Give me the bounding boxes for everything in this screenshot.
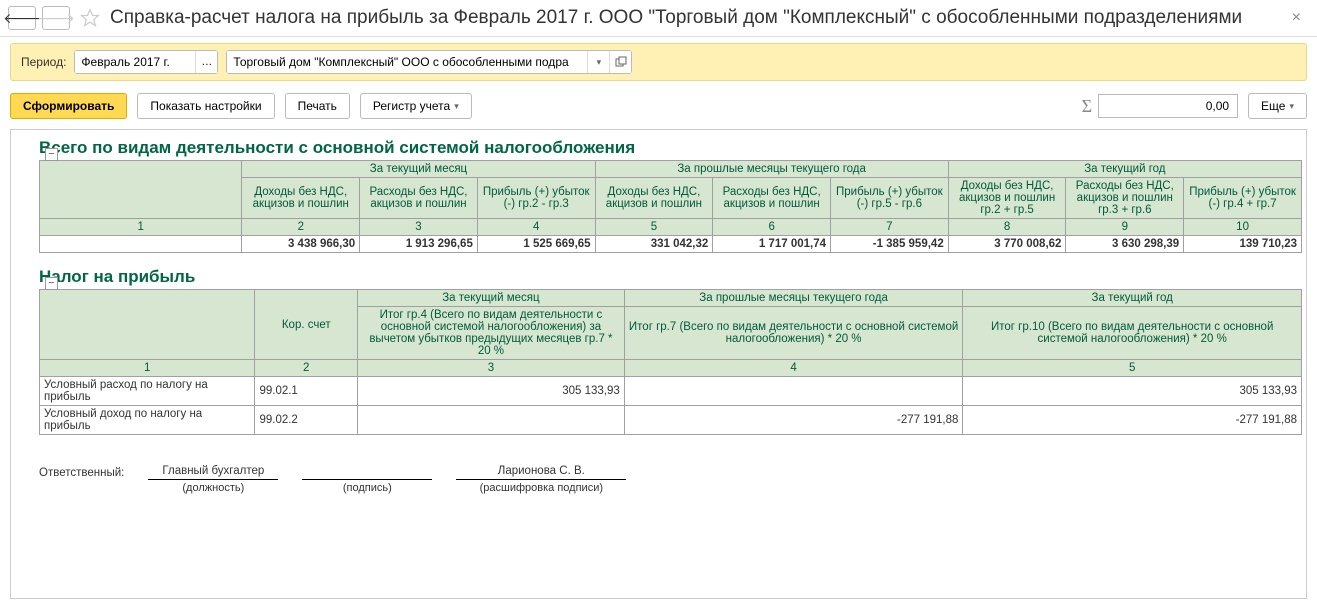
- period-label: Период:: [21, 55, 66, 69]
- register-button[interactable]: Регистр учета ▾: [360, 93, 472, 119]
- section2-title: Налог на прибыль: [39, 267, 1302, 287]
- th-g1: За текущий месяц: [358, 290, 625, 307]
- colnum: 2: [255, 360, 358, 377]
- back-button[interactable]: 🡐: [8, 6, 36, 30]
- colnum: 9: [1066, 219, 1184, 236]
- th-sub2: Итог гр.7 (Всего по видам деятельности с…: [624, 307, 963, 360]
- th-col-6: Расходы без НДС, акцизов и пошлин: [713, 178, 831, 219]
- colnum: 4: [624, 360, 963, 377]
- cell: 1 717 001,74: [713, 236, 831, 253]
- more-button[interactable]: Еще ▾: [1248, 93, 1307, 119]
- signature-row: Ответственный: Главный бухгалтер (должно…: [39, 465, 1302, 494]
- generate-button[interactable]: Сформировать: [10, 93, 127, 119]
- period-field: …: [74, 50, 218, 74]
- table-row: Условный расход по налогу на прибыль99.0…: [40, 377, 1302, 406]
- print-button[interactable]: Печать: [285, 93, 350, 119]
- th-blank: [40, 161, 242, 219]
- th-group-prev: За прошлые месяцы текущего года: [595, 161, 948, 178]
- section1-title: Всего по видам деятельности с основной с…: [39, 138, 1302, 158]
- sign-signature: (подпись): [302, 465, 432, 494]
- colnum: 1: [40, 219, 242, 236]
- page-title: Справка-расчет налога на прибыль за Февр…: [110, 7, 1278, 29]
- colnum: 5: [963, 360, 1302, 377]
- close-button[interactable]: ×: [1284, 9, 1309, 27]
- colnum: 8: [948, 219, 1066, 236]
- collapse-toggle[interactable]: −: [45, 148, 58, 161]
- cell: 139 710,23: [1184, 236, 1302, 253]
- colnum: 10: [1184, 219, 1302, 236]
- period-picker-button[interactable]: …: [195, 51, 217, 73]
- th-acc: Кор. счет: [255, 290, 358, 360]
- th-col-2: Доходы без НДС, акцизов и пошлин: [242, 178, 360, 219]
- cell: 3 438 966,30: [242, 236, 360, 253]
- table-row: Условный доход по налогу на прибыль99.02…: [40, 406, 1302, 435]
- th-sub3: Итог гр.10 (Всего по видам деятельности …: [963, 307, 1302, 360]
- colnum: 2: [242, 219, 360, 236]
- org-field: ▾: [226, 50, 632, 74]
- cell: 1 525 669,65: [477, 236, 595, 253]
- sigma-icon: Σ: [1082, 96, 1092, 117]
- colnum: 4: [477, 219, 595, 236]
- toolbar: Сформировать Показать настройки Печать Р…: [0, 87, 1317, 125]
- th-col-5: Доходы без НДС, акцизов и пошлин: [595, 178, 713, 219]
- register-label: Регистр учета: [373, 99, 450, 113]
- cell: 3 770 008,62: [948, 236, 1066, 253]
- cell: 1 913 296,65: [360, 236, 478, 253]
- org-dropdown-button[interactable]: ▾: [587, 51, 609, 73]
- colnum: 1: [40, 360, 255, 377]
- th-g2: За прошлые месяцы текущего года: [624, 290, 963, 307]
- th-col-10: Прибыль (+) убыток (-) гр.4 + гр.7: [1184, 178, 1302, 219]
- th-col-9: Расходы без НДС, акцизов и пошлин гр.3 +…: [1066, 178, 1184, 219]
- cell: 331 042,32: [595, 236, 713, 253]
- window-header: 🡐 🡒 Справка-расчет налога на прибыль за …: [0, 0, 1317, 37]
- th-group-year: За текущий год: [948, 161, 1301, 178]
- cell: -1 385 959,42: [831, 236, 949, 253]
- org-open-button[interactable]: [609, 51, 631, 73]
- colnum: 7: [831, 219, 949, 236]
- show-settings-button[interactable]: Показать настройки: [137, 93, 274, 119]
- colnum: 5: [595, 219, 713, 236]
- th-g3: За текущий год: [963, 290, 1302, 307]
- cell: 3 630 298,39: [1066, 236, 1184, 253]
- period-input[interactable]: [75, 51, 195, 73]
- open-external-icon: [615, 56, 627, 68]
- th-group-month: За текущий месяц: [242, 161, 595, 178]
- section2-table: Кор. счет За текущий месяц За прошлые ме…: [39, 289, 1302, 435]
- sum-field[interactable]: [1098, 94, 1238, 118]
- forward-button[interactable]: 🡒: [42, 6, 70, 30]
- sign-name: Ларионова С. В. (расшифровка подписи): [456, 465, 626, 494]
- colnum: 3: [360, 219, 478, 236]
- report-area[interactable]: − Всего по видам деятельности с основной…: [10, 129, 1307, 599]
- th-col-7: Прибыль (+) убыток (-) гр.5 - гр.6: [831, 178, 949, 219]
- collapse-toggle[interactable]: −: [45, 277, 58, 290]
- th-col-8: Доходы без НДС, акцизов и пошлин гр.2 + …: [948, 178, 1066, 219]
- th-sub1: Итог гр.4 (Всего по видам деятельности с…: [358, 307, 625, 360]
- org-input[interactable]: [227, 51, 587, 73]
- colnum: 3: [358, 360, 625, 377]
- sign-position: Главный бухгалтер (должность): [148, 465, 278, 494]
- section1-table: За текущий месяц За прошлые месяцы текущ…: [39, 160, 1302, 253]
- favorite-star-icon[interactable]: [80, 8, 100, 28]
- parameters-bar: Период: … ▾: [10, 43, 1307, 81]
- colnum: 6: [713, 219, 831, 236]
- resp-label: Ответственный:: [39, 465, 124, 479]
- chevron-down-icon: ▾: [1289, 101, 1294, 112]
- chevron-down-icon: ▾: [454, 101, 459, 112]
- th-col-4: Прибыль (+) убыток (-) гр.2 - гр.3: [477, 178, 595, 219]
- th-col-3: Расходы без НДС, акцизов и пошлин: [360, 178, 478, 219]
- sum-box: Σ: [1082, 94, 1238, 118]
- more-label: Еще: [1261, 99, 1285, 113]
